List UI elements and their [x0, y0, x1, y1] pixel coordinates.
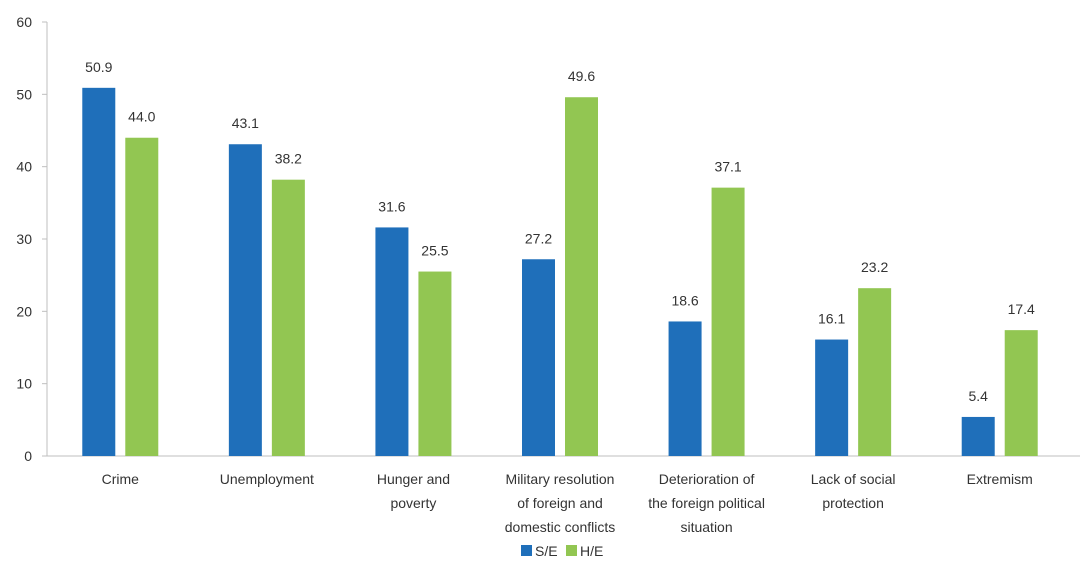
- category-label-line: Unemployment: [220, 471, 314, 487]
- legend-swatch: [566, 545, 577, 556]
- category-label-line: the foreign political: [648, 495, 765, 511]
- category-label-line: protection: [822, 495, 883, 511]
- y-tick-label: 60: [16, 14, 32, 30]
- category-label: Extremism: [967, 471, 1033, 487]
- bar-se: [961, 416, 995, 456]
- category-label-line: Extremism: [967, 471, 1033, 487]
- category-label-line: Deterioration of: [659, 471, 755, 487]
- bar-he: [565, 97, 598, 456]
- category-labels: Crime Unemployment Hunger and poverty Milita…: [102, 471, 1033, 535]
- bar-he: [858, 288, 892, 456]
- category-label: Unemployment: [220, 471, 314, 487]
- y-tick-label: 20: [16, 303, 32, 319]
- axes: [46, 22, 1080, 457]
- data-label: 43.1: [232, 115, 259, 131]
- data-label: 49.6: [568, 68, 595, 84]
- bar-he: [125, 137, 159, 456]
- data-label: 25.5: [421, 243, 448, 259]
- legend-label: S/E: [535, 543, 558, 559]
- category-label-line: Hunger and: [377, 471, 450, 487]
- data-label: 31.6: [378, 198, 405, 214]
- legend: S/E H/E: [521, 543, 603, 559]
- y-axis-ticks: 0 10 20 30 40 50 60: [16, 14, 47, 464]
- y-tick-label: 40: [16, 159, 32, 175]
- bar-he: [1004, 330, 1038, 456]
- category-label-line: domestic conflicts: [505, 519, 615, 535]
- data-label: 38.2: [275, 151, 302, 167]
- legend-swatch: [521, 545, 532, 556]
- category-label: Crime: [102, 471, 140, 487]
- data-labels: 50.9 44.0 43.1 38.2 31.6 25.5 27.2 49.6 18.6 37.1…: [85, 59, 1035, 404]
- data-label: 27.2: [525, 230, 552, 246]
- data-label: 5.4: [968, 388, 988, 404]
- y-tick-label: 10: [16, 376, 32, 392]
- bar-se: [522, 259, 555, 456]
- category-label: Deterioration of the foreign political sit…: [648, 471, 765, 535]
- category-label-line: situation: [680, 519, 732, 535]
- data-label: 18.6: [671, 292, 698, 308]
- category-label: Lack of social protection: [811, 471, 896, 511]
- y-tick-label: 30: [16, 231, 32, 247]
- bar-se: [375, 227, 409, 456]
- y-tick-label: 50: [16, 86, 32, 102]
- data-label: 37.1: [714, 159, 741, 175]
- data-label: 23.2: [861, 259, 888, 275]
- bar-se: [668, 321, 702, 456]
- y-tick-label: 0: [24, 448, 32, 464]
- bar-he: [711, 187, 745, 457]
- bar-se: [815, 339, 849, 456]
- data-label: 17.4: [1008, 301, 1035, 317]
- data-label: 44.0: [128, 109, 155, 125]
- category-label: Hunger and poverty: [377, 471, 450, 511]
- bar-se: [82, 87, 116, 456]
- bar-he: [271, 179, 305, 457]
- category-label: Military resolution of foreign and domesti…: [505, 471, 615, 535]
- category-label-line: Crime: [102, 471, 140, 487]
- legend-label: H/E: [580, 543, 603, 559]
- category-label-line: poverty: [390, 495, 436, 511]
- category-label-line: of foreign and: [517, 495, 603, 511]
- bar-he: [418, 271, 452, 456]
- data-label: 50.9: [85, 59, 112, 75]
- bars: [82, 87, 1038, 457]
- data-label: 16.1: [818, 311, 845, 327]
- bar-se: [228, 144, 262, 456]
- category-label-line: Lack of social: [811, 471, 896, 487]
- category-label-line: Military resolution: [506, 471, 615, 487]
